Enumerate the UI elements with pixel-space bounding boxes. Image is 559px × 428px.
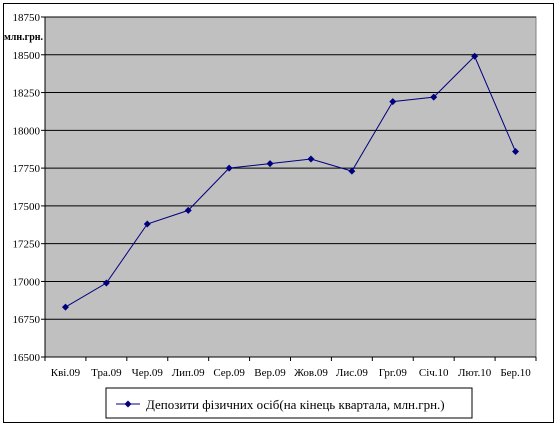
- x-tick-label: Сер.09: [213, 367, 245, 379]
- legend-box: [105, 387, 473, 419]
- data-point: [225, 164, 233, 172]
- y-tick-label: 17000: [13, 276, 41, 288]
- y-tick-label: 18500: [13, 50, 41, 62]
- legend-entry: Депозити фізичних осіб(на кінець квартал…: [146, 397, 445, 412]
- x-tick-label: Грг.09: [379, 367, 408, 379]
- data-point: [471, 52, 479, 60]
- data-point: [184, 206, 192, 214]
- data-point: [307, 155, 315, 163]
- y-tick-label: 17250: [13, 239, 41, 251]
- legend: Депозити фізичних осіб(на кінець квартал…: [105, 387, 473, 419]
- data-point: [348, 167, 356, 175]
- x-tick-label: Лип.09: [172, 367, 205, 379]
- y-tick-label: 17750: [13, 163, 41, 175]
- y-tick-label: 16750: [13, 314, 41, 326]
- x-tick-label: Жов.09: [294, 367, 328, 379]
- x-tick-label: Тра.09: [91, 367, 122, 379]
- x-tick-label: Січ.10: [419, 367, 449, 379]
- y-axis-unit-label: млн.грн.: [4, 32, 44, 43]
- data-point: [143, 220, 151, 228]
- x-tick-label: Вер.09: [254, 367, 286, 379]
- plot-area: [44, 16, 537, 358]
- x-tick-label: Кві.09: [51, 367, 81, 379]
- y-tick-label: 18000: [13, 125, 41, 137]
- x-tick-label: Лис.09: [336, 367, 368, 379]
- y-tick-label: 18250: [13, 88, 41, 100]
- x-tick-label: Лют.10: [458, 367, 492, 379]
- y-tick-label: 17500: [13, 201, 41, 213]
- x-axis: Кві.09 Тра.09 Чер.09 Лип.09 Сер.09 Вер.09 Жов.…: [44, 356, 537, 379]
- legend-marker-icon: [124, 400, 132, 408]
- data-point: [266, 160, 274, 168]
- y-tick-label: 18750: [13, 12, 41, 24]
- series-line: [65, 55, 516, 308]
- y-axis: 16500 16750 17000 17250 17500 17750 18000 18250…: [13, 12, 46, 364]
- data-point: [102, 279, 110, 287]
- grid-lines: [45, 16, 536, 320]
- x-tick-label: Чер.09: [132, 367, 164, 379]
- x-tick-label: Бер.10: [500, 367, 531, 379]
- series-markers: [61, 52, 520, 311]
- data-point: [430, 93, 438, 101]
- data-point: [61, 303, 69, 311]
- data-point: [512, 147, 520, 155]
- data-point: [389, 98, 397, 106]
- y-tick-label: 16500: [13, 352, 41, 364]
